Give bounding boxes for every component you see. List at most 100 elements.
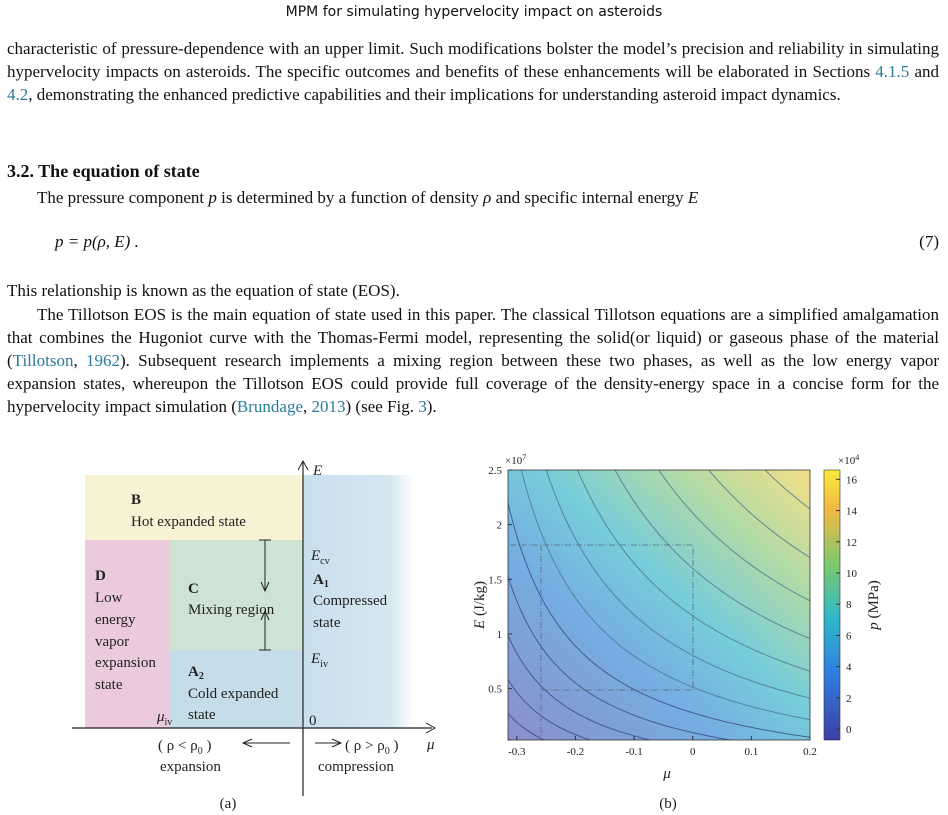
contour-line (614, 470, 810, 640)
colorbar-tick-label: 10 (846, 568, 858, 580)
region-label: A2 (188, 664, 204, 682)
arrowhead (297, 459, 309, 471)
symbol: E (687, 188, 699, 207)
contour-line (576, 470, 810, 672)
haze (508, 470, 810, 740)
text: , demonstrating the enhanced predictive … (28, 85, 841, 104)
region-text: state (95, 677, 123, 693)
colorbar-tick-label: 8 (846, 599, 852, 611)
subscript: 2 (199, 671, 204, 682)
text: The pressure component (37, 188, 209, 207)
link[interactable]: 1962 (85, 351, 120, 370)
paragraph: The Tillotson EOS is the main equation o… (7, 303, 939, 418)
symbol: p (866, 622, 882, 631)
text: ). Subsequent research implements a mixi… (7, 351, 940, 416)
contour-group (508, 470, 810, 740)
region-text: energy (95, 612, 136, 628)
link[interactable]: 3 (418, 397, 427, 416)
text: ) (see Fig. (345, 397, 419, 416)
colorbar (823, 469, 841, 741)
region-text: state (188, 707, 216, 723)
text: is determined by a function of density (216, 188, 484, 207)
condition: ( ρ > ρ0 ) (345, 738, 398, 757)
region-label: D (95, 568, 106, 584)
contour-line (508, 500, 810, 738)
symbol: E (310, 548, 320, 564)
unit: (MPa) (866, 580, 882, 622)
contour-line (545, 470, 810, 699)
link[interactable]: Tillotson (12, 351, 74, 370)
text: ( ρ > ρ (345, 738, 385, 754)
subscript: iv (165, 717, 173, 728)
subscript: iv (320, 659, 328, 670)
contour-line (658, 470, 810, 602)
condition: ( ρ < ρ0 ) (158, 738, 211, 757)
region-text: expansion (95, 655, 156, 671)
exponent: 7 (522, 453, 526, 462)
axis-label: E (312, 463, 322, 479)
x-tick-label: 0.2 (803, 746, 817, 758)
level-label: Ecv (310, 548, 330, 567)
axis-label: μ (426, 737, 435, 753)
link[interactable]: 4.2 (7, 85, 29, 104)
region-text: vapor (95, 634, 129, 650)
text: and specific internal energy (491, 188, 688, 207)
colorbar-tick-label: 14 (846, 506, 858, 518)
region-a1 (303, 475, 413, 728)
arrowhead (425, 722, 437, 734)
text: ×10 (838, 455, 856, 467)
region-d (85, 540, 170, 728)
colorbar-tick-label: 0 (846, 724, 852, 736)
x-tick-label: -0.3 (508, 746, 526, 758)
region-label: A1 (313, 572, 329, 590)
region-boundary (510, 544, 694, 740)
link[interactable]: Brundage (236, 397, 304, 416)
colorbar-tick-label: 2 (846, 693, 852, 705)
y-axis-label: E (J/kg) (472, 581, 488, 630)
contour-line (764, 470, 810, 510)
arrowhead (260, 609, 270, 621)
symbol: ρ (483, 188, 492, 207)
origin-label: 0 (309, 713, 317, 729)
text: characteristic of pressure-dependence wi… (7, 39, 939, 81)
symbol: μ (156, 709, 165, 725)
paragraph: characteristic of pressure-dependence wi… (7, 37, 939, 106)
contour-fill (508, 470, 810, 740)
subscript: cv (320, 556, 329, 567)
subscript: 0 (198, 746, 203, 757)
region-c (170, 540, 303, 650)
link[interactable]: 2013 (311, 397, 346, 416)
region-a2 (170, 650, 303, 728)
contour-line (520, 470, 810, 721)
colorbar-label: p (MPa) (866, 580, 882, 631)
y-tick-label: 1 (497, 629, 503, 641)
colorbar-tick-label: 16 (846, 474, 858, 486)
region-b (85, 475, 303, 540)
x-tick-label: 0 (690, 746, 696, 758)
region-text: Low (95, 590, 123, 606)
arrowhead (241, 738, 253, 748)
link[interactable]: 4.1.5 (875, 62, 910, 81)
multiplier: ×104 (838, 453, 859, 467)
multiplier: ×107 (505, 453, 526, 467)
x-axis-label: μ (662, 766, 671, 782)
symbol: A (188, 664, 199, 680)
contour-line (508, 574, 734, 740)
subfigure-caption: (b) (659, 796, 677, 812)
region-text: Hot expanded state (131, 514, 246, 530)
x-tick-label: -0.2 (567, 746, 584, 758)
y-tick-label: 2 (497, 520, 503, 532)
subfigure-caption: (a) (220, 796, 237, 812)
text: ) (203, 738, 212, 754)
contour-line (508, 678, 592, 740)
paragraph: The pressure component p is determined b… (7, 186, 939, 209)
unit: (J/kg) (472, 581, 488, 620)
equation-number: (7) (919, 232, 939, 251)
symbol: p (208, 188, 217, 207)
x-tick-label: 0.1 (744, 746, 758, 758)
region-text: Cold expanded (188, 686, 279, 702)
symbol: A (313, 572, 324, 588)
exponent: 4 (855, 453, 859, 462)
